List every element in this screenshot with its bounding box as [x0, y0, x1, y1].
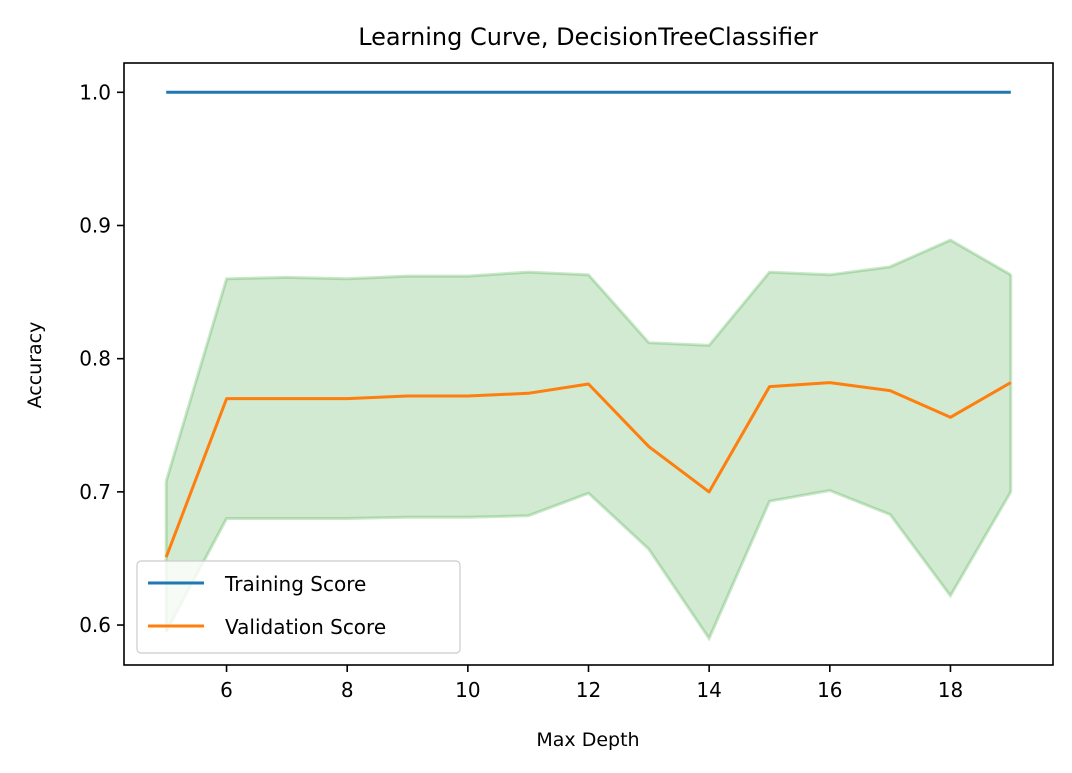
- y-tick-label: 0.7: [79, 480, 111, 504]
- x-tick-label: 8: [341, 678, 354, 702]
- legend-label-validation-score: Validation Score: [225, 615, 386, 639]
- x-tick-label: 6: [220, 678, 233, 702]
- x-tick-label: 18: [938, 678, 963, 702]
- score-band-lower-edge: [164, 488, 1013, 642]
- x-tick-label: 12: [576, 678, 601, 702]
- series-line-validation-score: [164, 381, 1012, 558]
- y-tick-label: 0.9: [79, 213, 111, 237]
- plot-area: [164, 90, 1013, 642]
- chart-title: Learning Curve, DecisionTreeClassifier: [358, 23, 818, 51]
- x-axis-label: Max Depth: [536, 729, 639, 751]
- score-band-upper-edge: [164, 238, 1012, 482]
- y-tick-label: 0.6: [79, 613, 111, 637]
- legend-label-training-score: Training Score: [224, 572, 366, 596]
- y-tick-label: 0.8: [79, 347, 111, 371]
- legend: Training Score Validation Score: [136, 560, 461, 654]
- axes: 6 8 10 12 14 16 18 0.6 0.7 0.8 0.9 1.0: [79, 62, 1054, 702]
- legend-frame: [136, 560, 461, 654]
- y-tick-label: 1.0: [79, 80, 111, 104]
- x-tick-label: 10: [455, 678, 480, 702]
- x-tick-label: 14: [696, 678, 721, 702]
- x-tick-label: 16: [817, 678, 842, 702]
- score-band: [166, 240, 1011, 639]
- y-axis-label: Accuracy: [24, 322, 46, 409]
